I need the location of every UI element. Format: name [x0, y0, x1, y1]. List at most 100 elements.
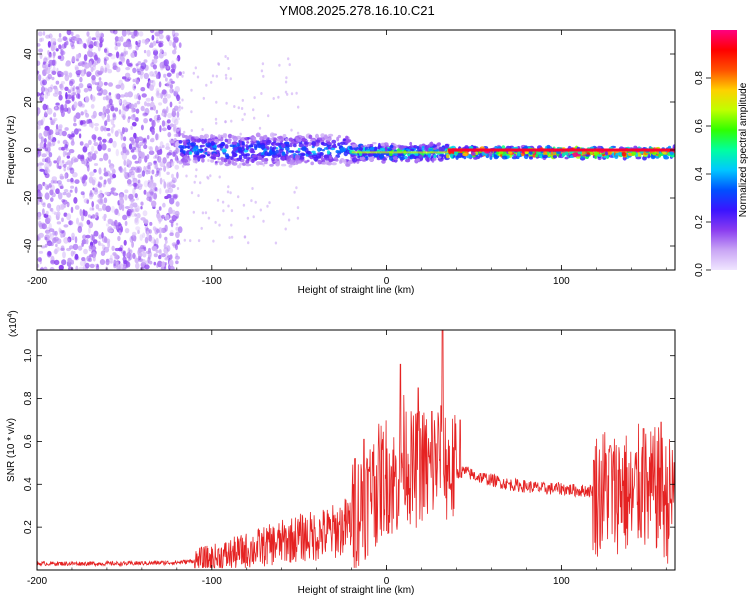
spectrogram-cell — [47, 203, 52, 209]
spectrogram-cell — [295, 186, 298, 190]
spectrogram-cell — [175, 132, 180, 138]
spectrogram-cell — [140, 87, 146, 92]
spectrogram-cell — [155, 228, 160, 234]
spectrogram-cell — [116, 93, 121, 100]
spectrogram-cell — [59, 50, 66, 56]
spectrogram-cell — [178, 42, 182, 48]
spectrogram-cell — [239, 162, 244, 166]
spectrogram-cell — [70, 177, 74, 183]
spectrogram-cell — [163, 73, 167, 78]
spectrogram-cell — [108, 82, 113, 87]
spectrogram-cell — [37, 70, 40, 74]
spectrogram-cell — [66, 160, 72, 165]
spectrogram-cell — [169, 232, 174, 236]
spectrogram-cell — [120, 56, 125, 62]
spectrogram-cell — [122, 266, 126, 270]
spectrogram-cell — [49, 117, 53, 121]
spectrogram-cell — [43, 142, 47, 148]
spectrogram-cell — [227, 138, 232, 142]
spectrogram-cell — [140, 201, 144, 206]
spectrogram-cell — [86, 157, 90, 164]
spectrogram-cell — [164, 195, 169, 200]
spectrogram-cell — [70, 140, 75, 146]
spectrogram-cell — [87, 214, 91, 218]
spectrogram-cell — [183, 141, 187, 146]
spectrogram-cell — [156, 117, 162, 121]
spectrogram-cell — [205, 83, 208, 87]
spectrogram-cell — [194, 174, 198, 178]
spectrogram-cell — [70, 40, 75, 48]
spectrogram-cell — [166, 81, 170, 88]
spectrogram-cell — [297, 105, 300, 109]
spectrogram-cell — [146, 102, 151, 107]
spectrogram-cell — [150, 237, 156, 244]
spectrogram-cell — [328, 133, 334, 137]
spectrogram-cell — [154, 227, 159, 235]
spectrogram-cell — [269, 163, 274, 167]
spectrogram-cell — [74, 186, 78, 194]
spectrogram-cell — [137, 146, 141, 153]
spectrogram-cell — [101, 232, 104, 239]
spectrogram-cell — [295, 137, 300, 142]
spectrogram-cell — [63, 224, 69, 228]
spectrogram-cell — [161, 214, 165, 219]
spectrogram-cell — [145, 250, 151, 254]
spectrogram-cell — [237, 195, 240, 199]
snr-multiplier-base: (x10 — [8, 317, 19, 337]
spectrogram-cell — [185, 136, 189, 140]
spectrogram-cell — [59, 175, 65, 180]
spectrogram-cell — [285, 138, 289, 141]
spectrogram-cell — [149, 146, 153, 152]
spectrogram-cell — [138, 95, 141, 101]
spectrogram-y-tick-label: -20 — [23, 190, 34, 205]
spectrogram-cell — [57, 156, 61, 164]
spectrogram-cell — [74, 179, 80, 185]
spectrogram-cell — [99, 32, 104, 37]
spectrogram-cell — [40, 201, 46, 206]
spectrogram-cell — [109, 98, 113, 106]
spectrogram-cell — [109, 30, 116, 34]
spectrogram-cell — [299, 155, 305, 160]
spectrogram-cell — [73, 115, 77, 123]
spectrogram-cell — [294, 154, 301, 160]
spectrogram-cell — [82, 234, 87, 240]
spectrogram-cell — [137, 70, 142, 75]
spectrogram-cell — [120, 36, 124, 42]
spectrogram-cell — [60, 110, 65, 118]
spectrogram-cell — [437, 142, 441, 147]
spectrogram-cell — [104, 191, 110, 195]
spectrogram-cell — [345, 135, 349, 140]
spectrogram-cell — [431, 158, 435, 163]
spectrogram-cell — [264, 158, 269, 162]
spectrogram-cell — [107, 229, 114, 233]
spectrogram-cell — [215, 154, 220, 157]
spectrogram-cell — [153, 253, 158, 258]
spectrogram-cell — [249, 148, 255, 153]
spectrogram-cell — [45, 226, 51, 231]
spectrogram-cell — [441, 146, 445, 153]
spectrogram-cell — [180, 106, 184, 110]
spectrogram-cell — [288, 137, 293, 142]
spectrogram-cell — [115, 148, 120, 157]
spectrogram-cell — [180, 153, 185, 157]
spectrogram-cell — [287, 218, 291, 222]
spectrogram-cell — [252, 215, 255, 219]
spectrogram-cell — [130, 211, 136, 217]
spectrogram-cell — [165, 161, 171, 169]
spectrogram-cell — [99, 41, 103, 48]
spectrogram-cell — [69, 80, 74, 87]
spectrogram-cell — [50, 259, 56, 265]
snr-y-tick-label: 1.0 — [23, 348, 34, 362]
spectrogram-cell — [169, 259, 174, 267]
spectrogram-cell — [70, 86, 74, 93]
spectrogram-cell — [109, 166, 115, 171]
spectrogram-cell — [131, 234, 137, 241]
spectrogram-cell — [415, 158, 421, 162]
spectrogram-cell — [56, 180, 62, 185]
spectrogram-cell — [93, 230, 99, 237]
spectrogram-cell — [158, 102, 163, 106]
spectrogram-cell — [110, 106, 115, 112]
spectrogram-cell — [108, 159, 111, 164]
spectrogram-cell — [69, 167, 73, 171]
spectrogram-cell — [190, 88, 193, 92]
